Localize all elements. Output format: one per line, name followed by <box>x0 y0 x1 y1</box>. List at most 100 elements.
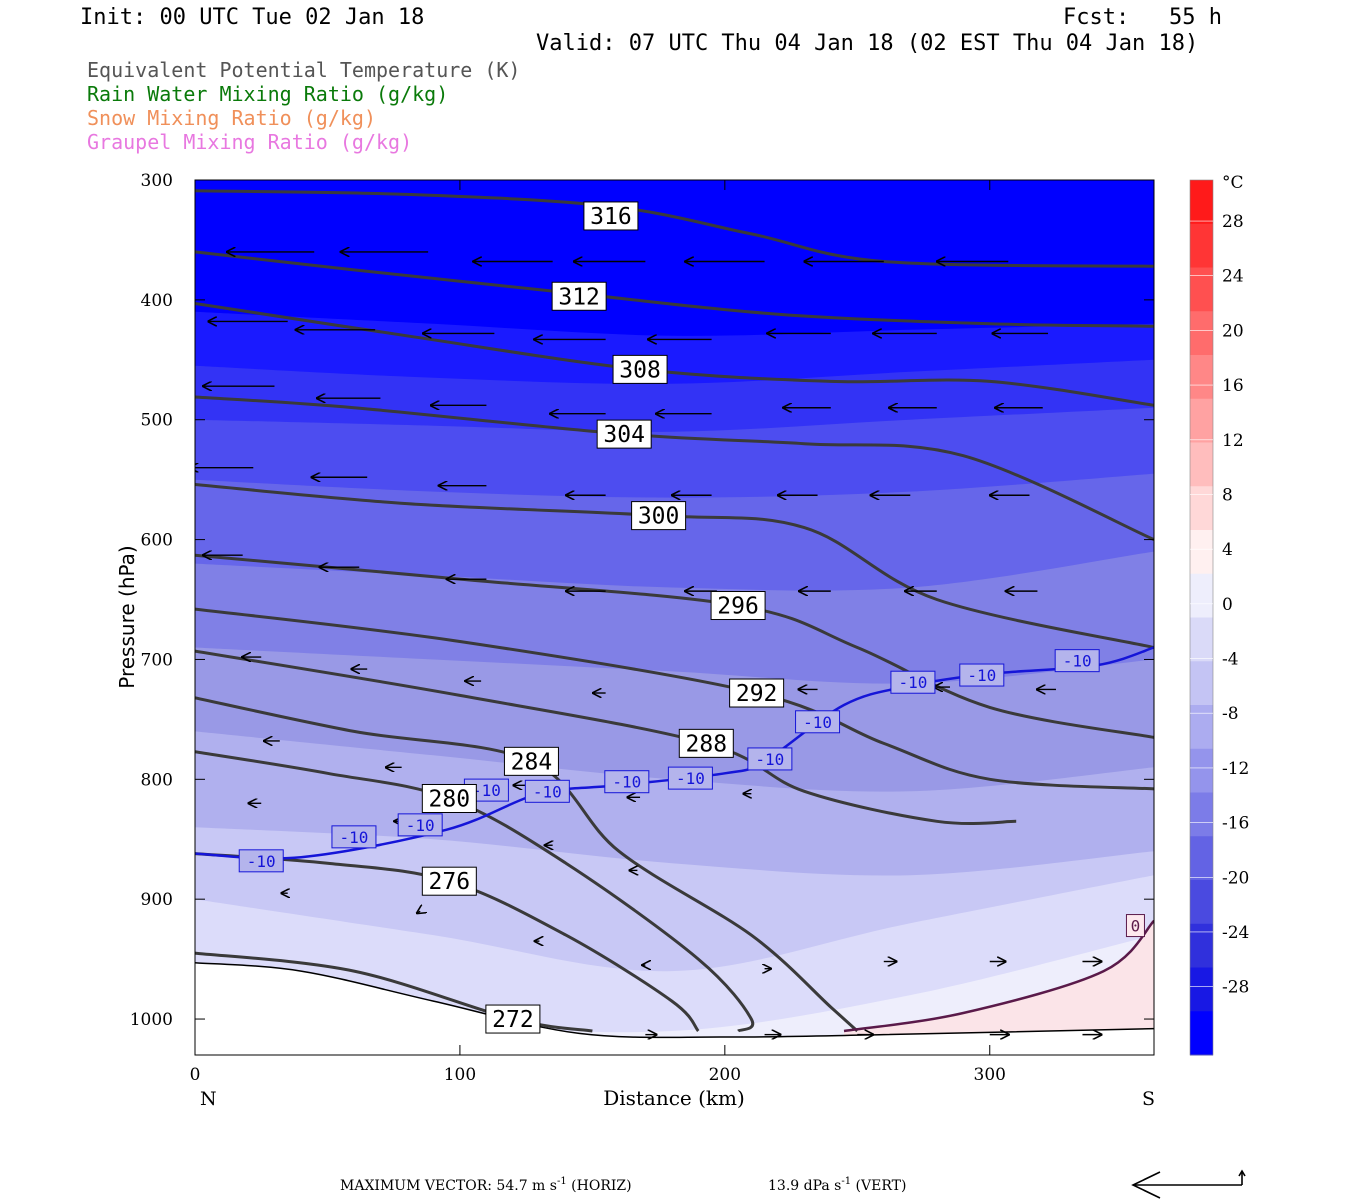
svg-text:272: 272 <box>492 1007 534 1033</box>
colorbar-swatch <box>1190 442 1213 487</box>
theta-e-label-308: 308 <box>612 354 668 384</box>
colorbar-swatch <box>1190 661 1213 706</box>
colorbar-label: -4 <box>1222 650 1239 670</box>
isotherm-minus10-label: -10 <box>959 663 1005 687</box>
colorbar-swatch <box>1190 486 1213 531</box>
x-tick-label: 0 <box>190 1065 201 1085</box>
isotherm-zero-line <box>843 919 1154 1033</box>
colorbar-swatch <box>1190 617 1213 662</box>
svg-text:-10: -10 <box>755 750 784 769</box>
svg-text:-10: -10 <box>803 713 832 732</box>
svg-text:312: 312 <box>558 284 600 310</box>
colorbar-swatch <box>1190 267 1213 312</box>
theta-e-contour-272 <box>195 951 593 1033</box>
svg-text:304: 304 <box>603 422 645 448</box>
svg-text:280: 280 <box>429 786 471 812</box>
legend-rain: Rain Water Mixing Ratio (g/kg) <box>87 82 449 106</box>
theta-e-contour-312 <box>195 250 1154 328</box>
colorbar-label: -16 <box>1222 814 1249 834</box>
legend-graupel: Graupel Mixing Ratio (g/kg) <box>87 130 413 154</box>
y-tick-label: 800 <box>141 770 173 790</box>
theta-e-label-316: 316 <box>583 201 639 231</box>
theta-e-label-276: 276 <box>421 866 477 896</box>
theta-e-label-312: 312 <box>551 281 607 311</box>
colorbar-unit: °C <box>1222 173 1244 193</box>
vert-suffix: (VERT) <box>851 1178 906 1194</box>
y-tick-label: 1000 <box>130 1010 173 1030</box>
y-tick-label: 600 <box>141 531 173 551</box>
colorbar-swatch <box>1190 311 1213 356</box>
horiz-suffix: (HORIZ) <box>567 1178 632 1194</box>
theta-e-contour-296 <box>195 553 1154 739</box>
svg-text:316: 316 <box>590 204 632 230</box>
svg-text:-10: -10 <box>533 782 562 801</box>
theta-e-contour-316 <box>195 189 1154 268</box>
colorbar-swatch <box>1190 530 1213 575</box>
theta-e-label-292: 292 <box>729 678 785 708</box>
x-axis-label: Distance (km) <box>603 1086 745 1110</box>
svg-text:276: 276 <box>429 869 471 895</box>
y-tick-label: 300 <box>141 171 173 191</box>
colorbar-swatch <box>1190 223 1213 268</box>
svg-text:284: 284 <box>511 749 553 775</box>
svg-text:-10: -10 <box>472 781 501 800</box>
isotherm-minus10-label: -10 <box>747 747 793 771</box>
colorbar-swatch <box>1190 398 1213 443</box>
theta-e-contour-300 <box>195 483 1154 649</box>
theta-e-label-304: 304 <box>596 419 652 449</box>
theta-e-label-284: 284 <box>503 746 559 776</box>
colorbar-label: 8 <box>1222 485 1233 505</box>
forecast-hour: Fcst: 55 h <box>1063 5 1222 30</box>
colorbar-label: -8 <box>1222 704 1239 724</box>
isotherm-minus10-label: -10 <box>604 770 650 794</box>
y-tick-label: 900 <box>141 890 173 910</box>
colorbar-label: 0 <box>1222 595 1233 615</box>
svg-text:300: 300 <box>638 504 680 530</box>
colorbar-swatch <box>1190 880 1213 925</box>
colorbar-label: 20 <box>1222 321 1244 341</box>
svg-text:-10: -10 <box>898 673 927 692</box>
colorbar-swatch <box>1190 923 1213 968</box>
x-right-end-label: S <box>1142 1088 1155 1110</box>
svg-text:-10: -10 <box>1063 652 1092 671</box>
isotherm-minus10-label: -10 <box>397 813 443 837</box>
svg-text:-10: -10 <box>406 816 435 835</box>
colorbar-label: -12 <box>1222 759 1249 779</box>
isotherm-minus10-label: -10 <box>890 670 936 694</box>
wind-vector <box>417 911 420 913</box>
colorbar-label: 12 <box>1222 431 1244 451</box>
colorbar-swatch <box>1190 792 1213 837</box>
isotherm-minus10-label: -10 <box>795 710 841 734</box>
colorbar-swatch <box>1190 967 1213 1012</box>
svg-text:-10: -10 <box>676 769 705 788</box>
svg-text:MAXIMUM VECTOR: 54.7 m s-1 (H: MAXIMUM VECTOR: 54.7 m s-1 (HORIZ) <box>340 1176 632 1194</box>
x-tick-label: 100 <box>444 1065 476 1085</box>
svg-text:308: 308 <box>619 357 661 383</box>
colorbar-label: -24 <box>1222 923 1249 943</box>
colorbar-swatch <box>1190 748 1213 793</box>
colorbar-frame <box>1189 179 1214 1056</box>
y-tick-label: 500 <box>141 411 173 431</box>
colorbar-swatch <box>1190 573 1213 618</box>
plot-frame <box>194 179 1155 1056</box>
isotherm-zero-label: 0 <box>1125 914 1145 938</box>
init-time: Init: 00 UTC Tue 02 Jan 18 <box>80 5 425 30</box>
colorbar-swatch <box>1190 1011 1213 1056</box>
max-vector-footer: MAXIMUM VECTOR: 54.7 m s-1 (HORIZ) 13.9 … <box>340 1176 906 1194</box>
vert-vector-value: 13.9 dPa s <box>768 1178 841 1194</box>
theta-e-contour-280 <box>195 750 755 1033</box>
terrain-fill <box>195 962 1154 1055</box>
colorbar-swatch <box>1190 836 1213 881</box>
svg-text:296: 296 <box>717 594 759 620</box>
colorbar-label: 16 <box>1222 376 1244 396</box>
isotherm-minus10-label: -10 <box>1054 649 1100 673</box>
legend-snow: Snow Mixing Ratio (g/kg) <box>87 106 376 130</box>
terrain-line <box>195 961 1154 1039</box>
theta-e-label-300: 300 <box>631 501 687 531</box>
isotherm-minus10-label: -10 <box>238 849 284 873</box>
reference-vector-icon <box>1131 1169 1246 1199</box>
max-vector-label: MAXIMUM VECTOR: 54.7 m s <box>340 1178 557 1194</box>
colorbar-label: 4 <box>1222 540 1233 560</box>
theta-e-label-272: 272 <box>485 1004 541 1034</box>
